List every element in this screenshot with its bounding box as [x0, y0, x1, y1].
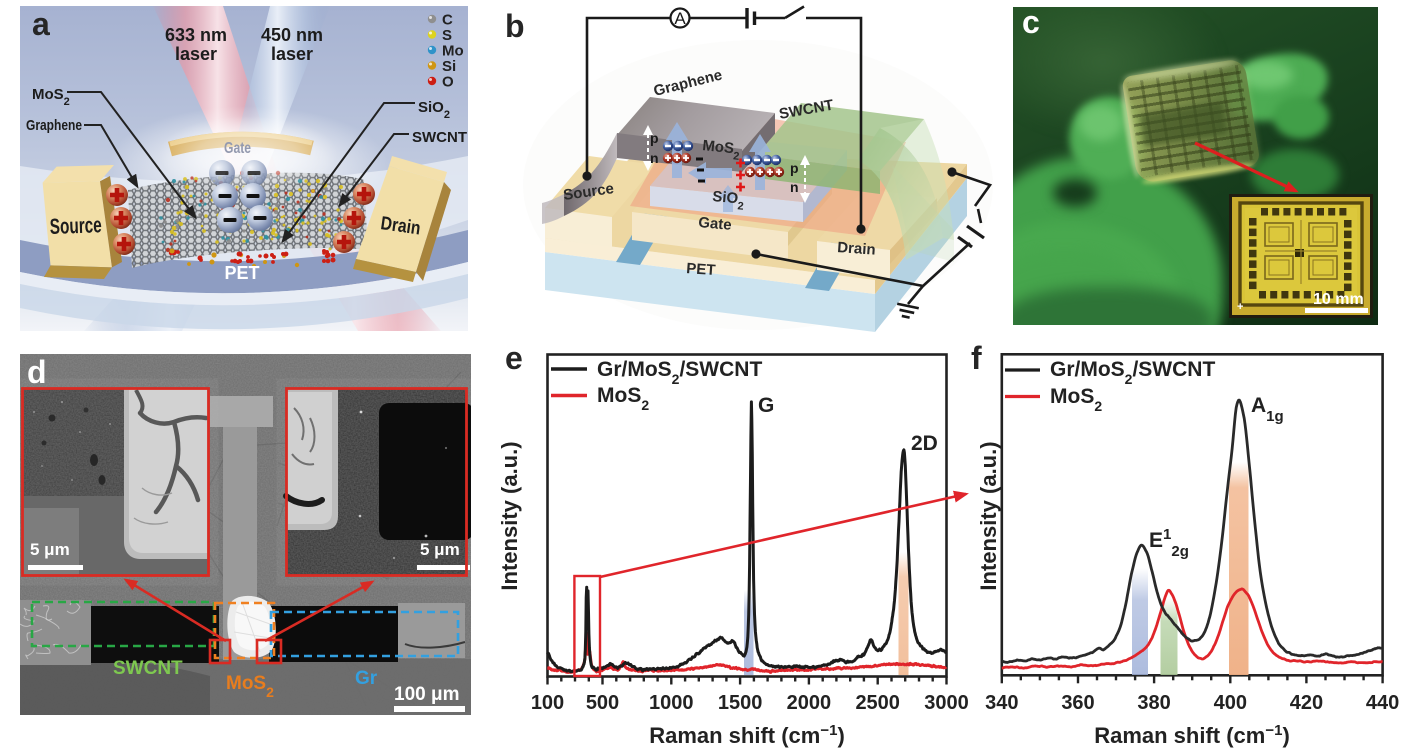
- svg-text:100 μm: 100 μm: [394, 684, 460, 705]
- svg-text:1500: 1500: [718, 692, 763, 714]
- svg-text:380: 380: [1137, 692, 1170, 714]
- svg-text:360: 360: [1061, 692, 1094, 714]
- svg-text:n: n: [790, 179, 799, 195]
- svg-text:Raman shift (cm−1): Raman shift (cm−1): [649, 722, 845, 749]
- svg-text:SiO2: SiO2: [418, 99, 450, 121]
- svg-text:Gate: Gate: [224, 140, 251, 157]
- svg-text:450 nm: 450 nm: [261, 25, 323, 45]
- svg-text:SWCNT: SWCNT: [412, 129, 467, 146]
- svg-text:n: n: [650, 150, 659, 166]
- svg-text:2000: 2000: [787, 692, 832, 714]
- svg-text:S: S: [442, 27, 452, 44]
- svg-text:5 μm: 5 μm: [30, 540, 70, 559]
- svg-text:440: 440: [1366, 692, 1399, 714]
- svg-text:Gate: Gate: [698, 214, 733, 234]
- svg-text:500: 500: [586, 692, 619, 714]
- svg-text:p: p: [790, 160, 799, 176]
- svg-text:100: 100: [531, 692, 564, 714]
- svg-text:Raman shift (cm−1): Raman shift (cm−1): [1094, 722, 1290, 749]
- svg-text:2D: 2D: [911, 432, 938, 455]
- svg-text:Source: Source: [49, 212, 102, 239]
- svg-text:PET: PET: [224, 263, 259, 283]
- svg-text:PET: PET: [686, 260, 716, 279]
- svg-text:SWCNT: SWCNT: [113, 658, 183, 679]
- svg-text:laser: laser: [175, 44, 217, 64]
- svg-text:Si: Si: [442, 58, 456, 75]
- svg-text:10 mm: 10 mm: [1313, 291, 1364, 308]
- svg-text:420: 420: [1290, 692, 1323, 714]
- svg-text:p: p: [650, 130, 659, 146]
- svg-text:Graphene: Graphene: [26, 117, 82, 134]
- svg-text:Drain: Drain: [837, 239, 876, 259]
- svg-text:A: A: [674, 9, 686, 28]
- svg-text:1000: 1000: [649, 692, 694, 714]
- svg-text:Intensity (a.u.): Intensity (a.u.): [497, 441, 522, 590]
- svg-text:3000: 3000: [924, 692, 969, 714]
- svg-text:Mo: Mo: [442, 43, 464, 60]
- svg-text:G: G: [758, 394, 774, 417]
- svg-text:+: +: [1237, 301, 1243, 313]
- svg-text:5 μm: 5 μm: [420, 540, 460, 559]
- svg-text:2500: 2500: [855, 692, 900, 714]
- svg-text:Intensity (a.u.): Intensity (a.u.): [976, 441, 1001, 590]
- svg-text:Gr: Gr: [355, 668, 378, 689]
- svg-text:340: 340: [985, 692, 1018, 714]
- svg-text:400: 400: [1214, 692, 1247, 714]
- svg-text:Source: Source: [562, 180, 615, 204]
- svg-text:MoS2: MoS2: [32, 86, 70, 108]
- svg-text:633 nm: 633 nm: [165, 25, 227, 45]
- svg-text:C: C: [442, 12, 453, 29]
- svg-text:laser: laser: [271, 44, 313, 64]
- svg-text:O: O: [442, 74, 454, 91]
